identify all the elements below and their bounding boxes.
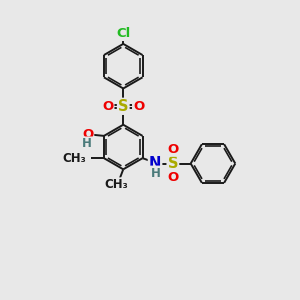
Text: O: O bbox=[102, 100, 113, 113]
Text: H: H bbox=[151, 167, 160, 179]
Text: O: O bbox=[167, 171, 178, 184]
Text: O: O bbox=[133, 100, 144, 113]
Text: O: O bbox=[82, 128, 93, 141]
Text: O: O bbox=[167, 143, 178, 156]
Text: CH₃: CH₃ bbox=[105, 178, 129, 191]
Text: Cl: Cl bbox=[116, 27, 130, 40]
Text: N: N bbox=[149, 156, 161, 171]
Text: S: S bbox=[168, 156, 178, 171]
Text: CH₃: CH₃ bbox=[62, 152, 86, 165]
Text: H: H bbox=[82, 137, 92, 150]
Text: S: S bbox=[118, 99, 128, 114]
